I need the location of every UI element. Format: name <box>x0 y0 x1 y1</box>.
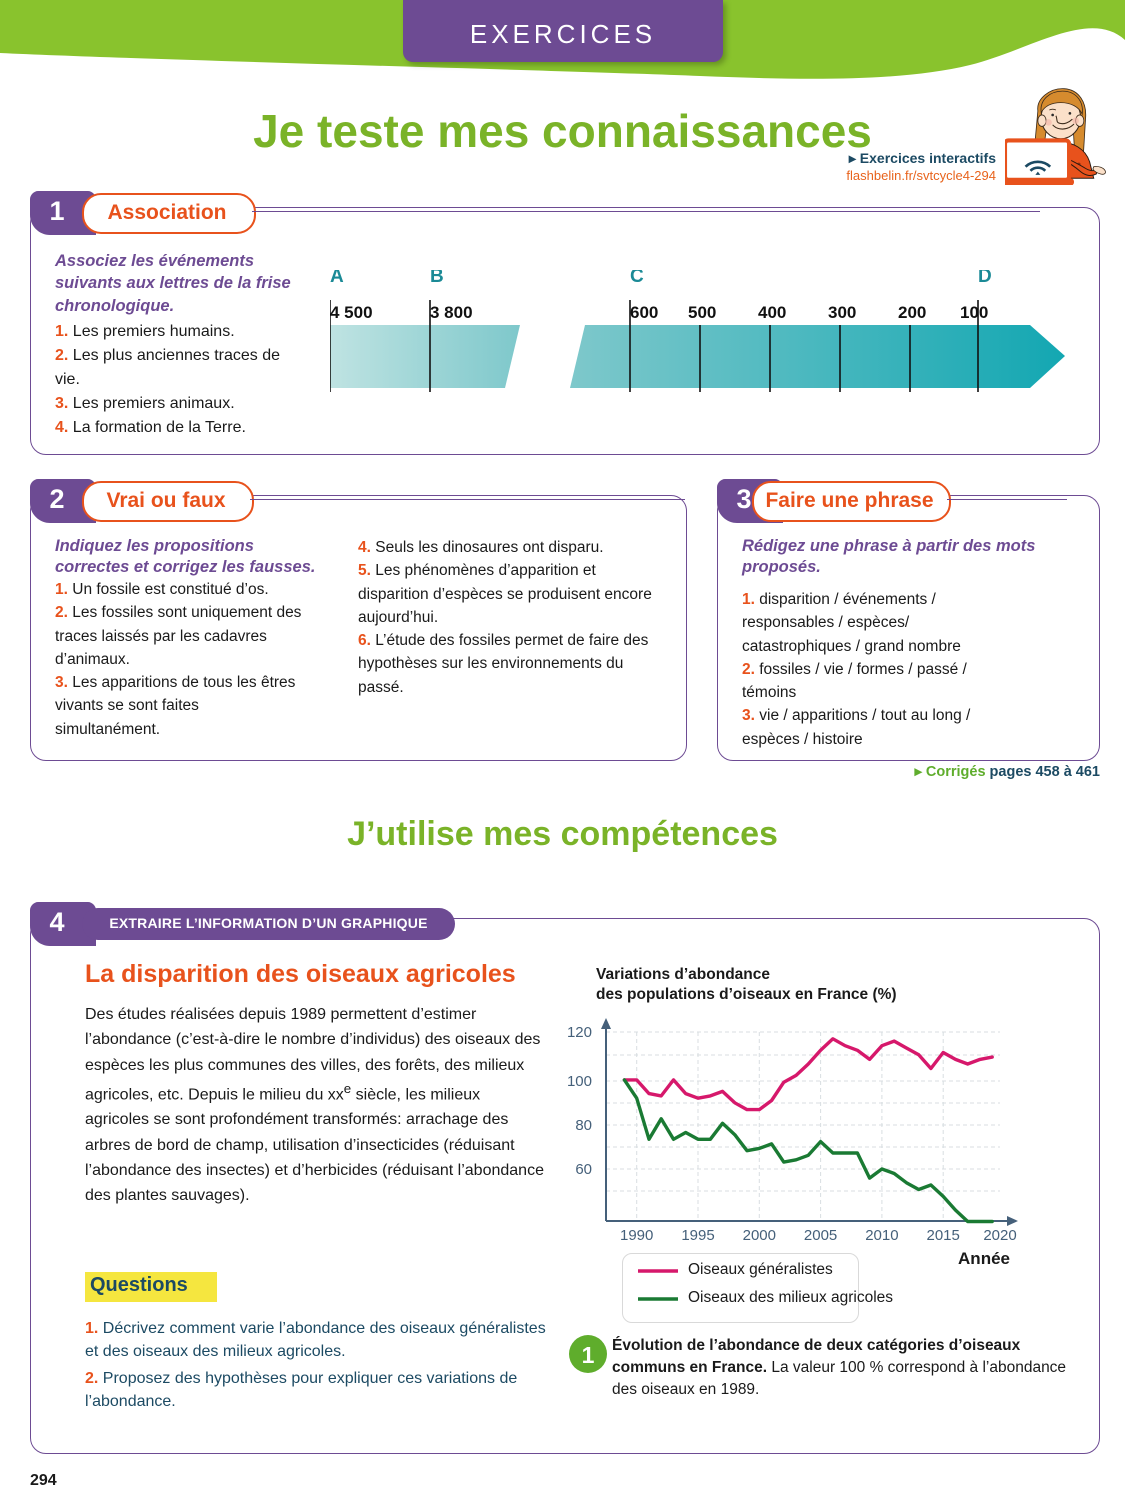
svg-text:100: 100 <box>567 1073 592 1090</box>
svg-text:2015: 2015 <box>927 1227 960 1244</box>
svg-text:2010: 2010 <box>865 1227 898 1244</box>
svg-text:80: 80 <box>575 1117 592 1134</box>
svg-text:1990: 1990 <box>620 1227 653 1244</box>
svg-text:2000: 2000 <box>743 1227 776 1244</box>
svg-text:1995: 1995 <box>681 1227 714 1244</box>
svg-text:2020: 2020 <box>983 1227 1016 1244</box>
svg-text:2005: 2005 <box>804 1227 837 1244</box>
svg-text:60: 60 <box>575 1161 592 1178</box>
svg-text:120: 120 <box>567 1024 592 1041</box>
svg-text:1: 1 <box>582 1342 595 1368</box>
svg-text:Année: Année <box>958 1249 1010 1268</box>
